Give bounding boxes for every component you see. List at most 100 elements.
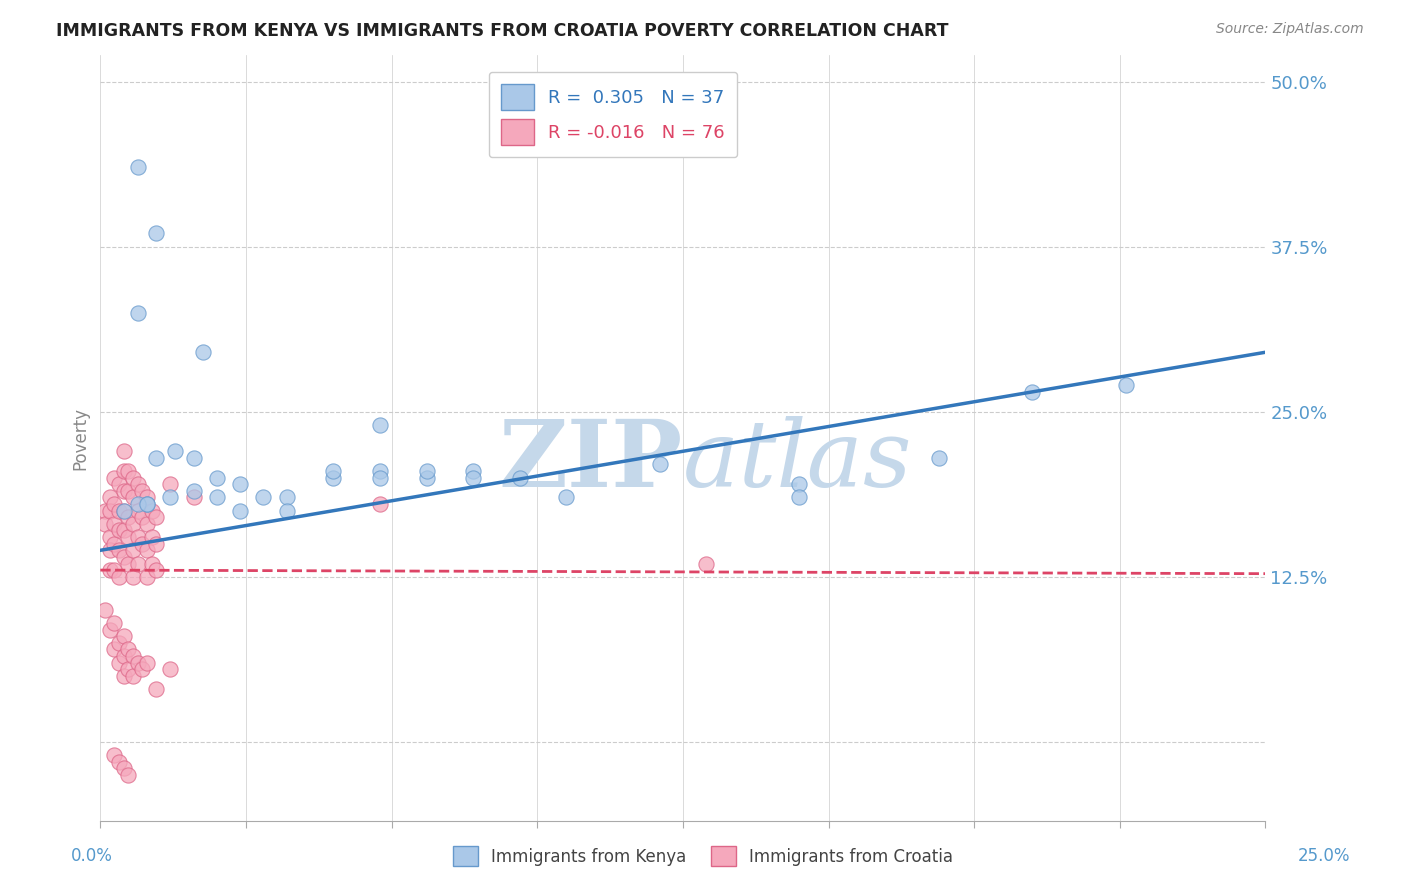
Point <box>122 543 145 558</box>
Point <box>112 504 135 518</box>
Point <box>112 629 135 643</box>
Text: 25.0%: 25.0% <box>1298 847 1351 865</box>
Point <box>191 345 214 359</box>
Point <box>1021 384 1043 399</box>
Point <box>463 464 485 478</box>
Point <box>322 464 344 478</box>
Point <box>103 615 125 630</box>
Point <box>112 648 135 663</box>
Point <box>183 491 205 505</box>
Point <box>112 444 135 458</box>
Point <box>108 656 131 670</box>
Point <box>145 450 167 465</box>
Point <box>131 662 153 676</box>
Point <box>136 497 159 511</box>
Point <box>136 491 159 505</box>
Point <box>509 471 531 485</box>
Text: 0.0%: 0.0% <box>70 847 112 865</box>
Point <box>136 656 159 670</box>
Point <box>648 458 671 472</box>
Text: Source: ZipAtlas.com: Source: ZipAtlas.com <box>1216 22 1364 37</box>
Point <box>117 557 139 571</box>
Point <box>229 477 252 491</box>
Point <box>94 504 117 518</box>
Point <box>98 504 121 518</box>
Point <box>112 549 135 564</box>
Point <box>108 477 131 491</box>
Point <box>131 537 153 551</box>
Point <box>136 497 159 511</box>
Point <box>159 491 181 505</box>
Point <box>415 464 437 478</box>
Point <box>117 483 139 498</box>
Point <box>103 471 125 485</box>
Point <box>103 537 125 551</box>
Point <box>103 563 125 577</box>
Text: ZIP: ZIP <box>499 416 683 506</box>
Point <box>94 516 117 531</box>
Point <box>127 656 149 670</box>
Point <box>229 504 252 518</box>
Point <box>98 623 121 637</box>
Point <box>117 530 139 544</box>
Point <box>94 603 117 617</box>
Point <box>276 491 298 505</box>
Point <box>108 570 131 584</box>
Point <box>127 530 149 544</box>
Point <box>98 563 121 577</box>
Y-axis label: Poverty: Poverty <box>72 407 89 469</box>
Point <box>145 563 167 577</box>
Point <box>108 636 131 650</box>
Point <box>145 537 167 551</box>
Point <box>122 516 145 531</box>
Point <box>112 504 135 518</box>
Point <box>463 471 485 485</box>
Point <box>136 543 159 558</box>
Point <box>141 504 163 518</box>
Point <box>159 477 181 491</box>
Text: atlas: atlas <box>683 416 912 506</box>
Point <box>205 471 228 485</box>
Point <box>322 471 344 485</box>
Point <box>127 477 149 491</box>
Point <box>928 450 950 465</box>
Point <box>141 530 163 544</box>
Point <box>103 497 125 511</box>
Point <box>103 642 125 657</box>
Point <box>145 681 167 696</box>
Point <box>122 471 145 485</box>
Point <box>789 477 811 491</box>
Point <box>127 497 149 511</box>
Point <box>122 570 145 584</box>
Point <box>112 669 135 683</box>
Point <box>103 747 125 762</box>
Point <box>122 491 145 505</box>
Point <box>276 504 298 518</box>
Point <box>98 543 121 558</box>
Point <box>117 662 139 676</box>
Point <box>368 417 391 432</box>
Point <box>415 471 437 485</box>
Point <box>112 483 135 498</box>
Point <box>555 491 578 505</box>
Point <box>252 491 274 505</box>
Legend: R =  0.305   N = 37, R = -0.016   N = 76: R = 0.305 N = 37, R = -0.016 N = 76 <box>489 72 737 157</box>
Point <box>159 662 181 676</box>
Point <box>131 483 153 498</box>
Legend: Immigrants from Kenya, Immigrants from Croatia: Immigrants from Kenya, Immigrants from C… <box>444 838 962 875</box>
Point <box>789 491 811 505</box>
Point <box>122 669 145 683</box>
Point <box>163 444 186 458</box>
Point <box>368 497 391 511</box>
Point <box>136 516 159 531</box>
Point <box>122 648 145 663</box>
Point <box>145 227 167 241</box>
Point <box>108 755 131 769</box>
Point <box>112 524 135 538</box>
Point <box>108 524 131 538</box>
Point <box>183 483 205 498</box>
Point <box>108 504 131 518</box>
Point <box>117 464 139 478</box>
Point <box>108 543 131 558</box>
Point <box>183 450 205 465</box>
